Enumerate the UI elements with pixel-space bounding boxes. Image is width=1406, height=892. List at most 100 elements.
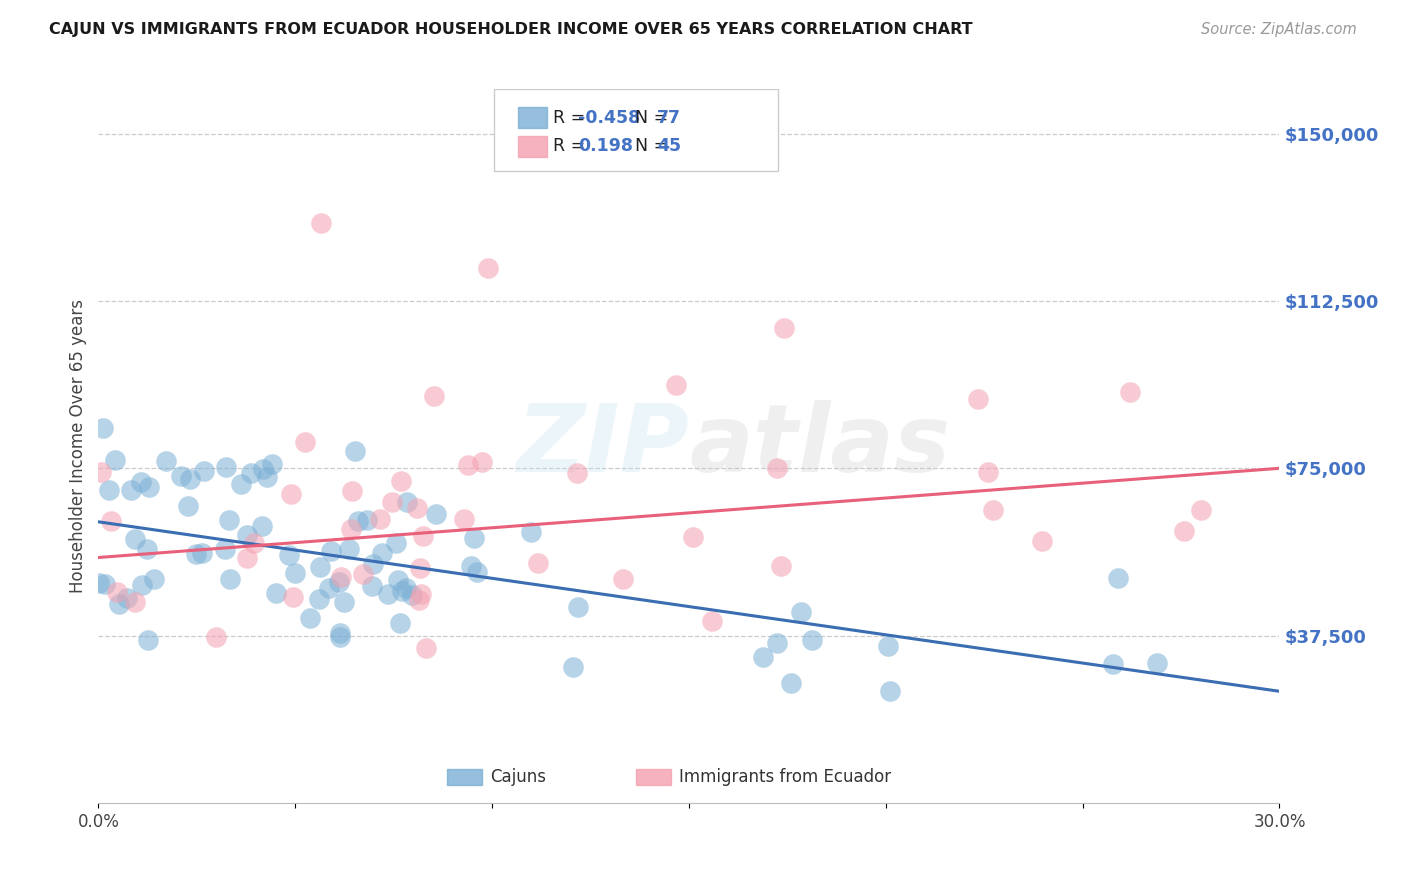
Point — [104, 453, 127, 467]
Text: 0.198: 0.198 — [578, 137, 633, 155]
Point — [256, 469, 278, 483]
Point — [138, 479, 160, 493]
Point — [405, 501, 427, 516]
Point — [280, 487, 302, 501]
Point — [193, 464, 215, 478]
Point — [308, 560, 330, 574]
Point — [453, 512, 475, 526]
Point — [457, 458, 479, 473]
Point — [665, 378, 688, 392]
Point — [471, 455, 494, 469]
Point — [391, 475, 413, 489]
Point — [361, 579, 384, 593]
Point — [177, 499, 200, 513]
Text: N =: N = — [624, 109, 673, 127]
Point — [143, 573, 166, 587]
Point — [612, 572, 634, 586]
Point — [90, 465, 112, 479]
Point — [124, 532, 146, 546]
Point — [388, 615, 411, 630]
Point — [264, 586, 287, 600]
Point — [561, 660, 583, 674]
Point — [377, 587, 399, 601]
Point — [363, 557, 385, 571]
Point — [340, 522, 363, 536]
Point — [773, 321, 796, 335]
Point — [766, 461, 789, 475]
Point — [352, 566, 374, 581]
Point — [770, 559, 793, 574]
Point — [391, 583, 413, 598]
Point — [877, 639, 900, 653]
Text: ZIP: ZIP — [516, 400, 689, 492]
Point — [136, 633, 159, 648]
Point — [412, 528, 434, 542]
Point — [976, 465, 998, 479]
Point — [415, 640, 437, 655]
Point — [333, 594, 356, 608]
Point — [284, 566, 307, 581]
Point — [1119, 385, 1142, 400]
Point — [281, 590, 304, 604]
Point — [967, 392, 990, 406]
Point — [294, 435, 316, 450]
Point — [371, 546, 394, 560]
Point — [780, 676, 803, 690]
Point — [240, 466, 263, 480]
Point — [387, 573, 409, 587]
Point — [527, 556, 550, 570]
Point — [308, 591, 330, 606]
Text: -0.458: -0.458 — [578, 109, 640, 127]
Point — [131, 578, 153, 592]
Point — [567, 599, 589, 614]
Point — [105, 585, 128, 599]
Point — [423, 388, 446, 402]
Point — [395, 582, 418, 596]
Point — [218, 513, 240, 527]
Point — [520, 525, 543, 540]
Point — [344, 443, 367, 458]
Point — [1102, 657, 1125, 672]
Text: N =: N = — [624, 137, 673, 155]
Point — [190, 546, 212, 560]
Point — [329, 625, 352, 640]
Point — [97, 483, 120, 497]
Point — [396, 495, 419, 509]
Point — [100, 514, 122, 528]
Point — [342, 484, 364, 499]
Point — [124, 595, 146, 609]
Point — [214, 542, 236, 557]
Point — [309, 216, 332, 230]
Point — [243, 535, 266, 549]
FancyBboxPatch shape — [517, 136, 547, 157]
Point — [115, 591, 138, 606]
Point — [467, 565, 489, 579]
Text: Cajuns: Cajuns — [491, 768, 547, 786]
FancyBboxPatch shape — [636, 769, 671, 785]
Point — [347, 514, 370, 528]
Point — [236, 550, 259, 565]
Point — [250, 519, 273, 533]
Text: 77: 77 — [657, 109, 681, 127]
Point — [215, 460, 238, 475]
Point — [401, 588, 423, 602]
Point — [368, 511, 391, 525]
Point — [425, 507, 447, 521]
Point — [329, 630, 352, 644]
Point — [318, 581, 340, 595]
Point — [91, 420, 114, 434]
Point — [409, 587, 432, 601]
Point — [682, 530, 704, 544]
Text: CAJUN VS IMMIGRANTS FROM ECUADOR HOUSEHOLDER INCOME OVER 65 YEARS CORRELATION CH: CAJUN VS IMMIGRANTS FROM ECUADOR HOUSEHO… — [49, 22, 973, 37]
Point — [765, 636, 787, 650]
Point — [155, 454, 177, 468]
Point — [129, 475, 152, 490]
Point — [408, 593, 430, 607]
Point — [262, 458, 284, 472]
Point — [219, 572, 242, 586]
Point — [321, 544, 343, 558]
Point — [337, 541, 360, 556]
Point — [1173, 524, 1195, 538]
Point — [136, 541, 159, 556]
Point — [120, 483, 142, 497]
